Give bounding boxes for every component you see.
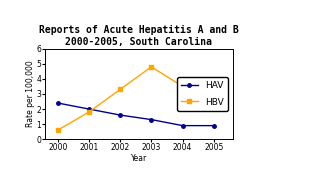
HBV	[87, 111, 91, 113]
Y-axis label: Rate per 100,000: Rate per 100,000	[26, 61, 35, 127]
X-axis label: Year: Year	[131, 154, 147, 163]
HAV	[56, 102, 60, 104]
HAV	[181, 125, 184, 127]
HBV	[56, 129, 60, 131]
Legend: HAV, HBV: HAV, HBV	[177, 77, 228, 111]
Line: HBV: HBV	[56, 65, 216, 132]
HBV	[181, 85, 184, 88]
HAV	[118, 114, 122, 116]
HAV	[150, 118, 153, 121]
HBV	[118, 88, 122, 90]
HBV	[150, 66, 153, 68]
HAV	[87, 108, 91, 110]
Title: Reports of Acute Hepatitis A and B
2000-2005, South Carolina: Reports of Acute Hepatitis A and B 2000-…	[39, 25, 239, 47]
Line: HAV: HAV	[56, 101, 215, 127]
HAV	[212, 125, 216, 127]
HBV	[212, 91, 216, 93]
